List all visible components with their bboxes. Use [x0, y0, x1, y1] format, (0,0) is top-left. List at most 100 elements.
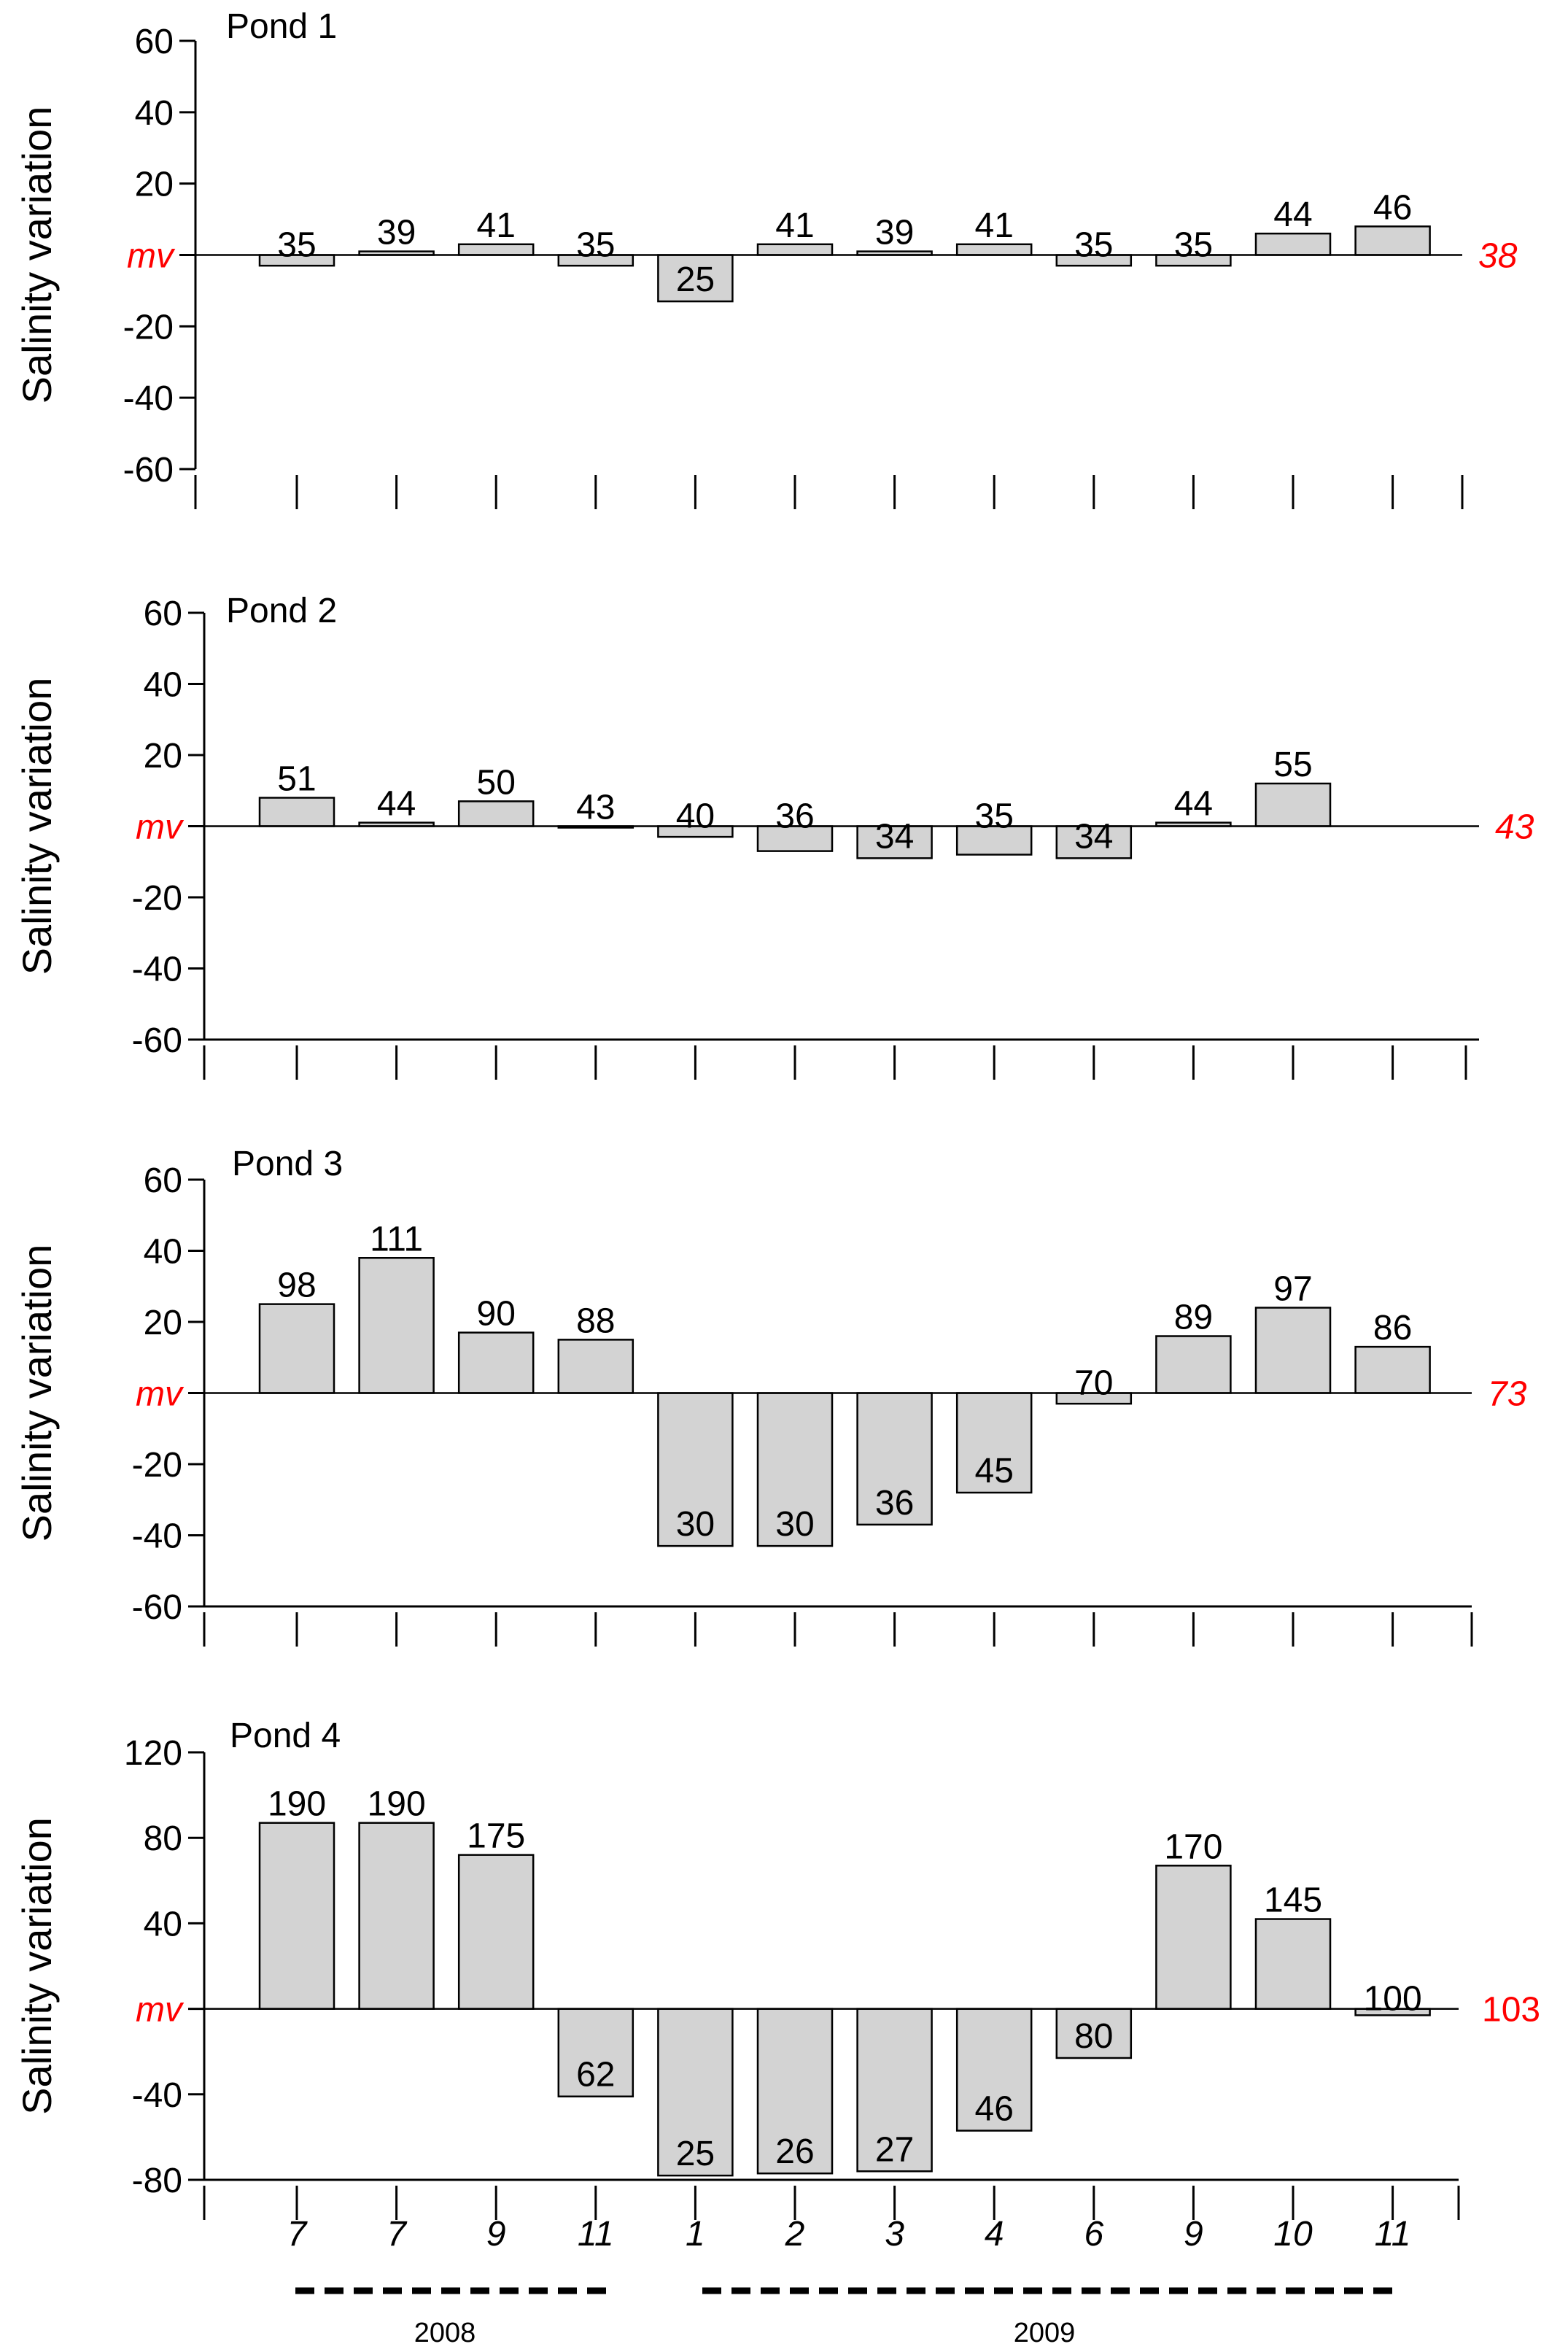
x-tick-label: 9: [1184, 2215, 1203, 2254]
bar-value-label: 170: [1164, 1827, 1222, 1866]
mean-value-label: 43: [1495, 808, 1534, 847]
bar: [1155, 1865, 1232, 2010]
bar-value-label: 39: [377, 214, 416, 252]
y-tick-label: 120: [124, 1734, 182, 1773]
bar: [1254, 782, 1332, 827]
bar: [1155, 1335, 1232, 1394]
bar-value-label: 41: [775, 206, 814, 245]
bar-value-label: 88: [576, 1301, 615, 1340]
x-tick-label: 2: [785, 2215, 805, 2254]
mv-label: mv: [136, 808, 185, 847]
bar: [657, 1392, 734, 1547]
y-tick-label: -20: [123, 308, 174, 347]
y-tick-label: 40: [144, 1905, 182, 1943]
bar: [1354, 1345, 1431, 1394]
bar: [756, 825, 834, 852]
bar-value-label: 35: [1174, 226, 1213, 265]
x-tick-label: 6: [1084, 2215, 1103, 2254]
mean-value-label: 103: [1482, 1991, 1540, 2030]
bar: [756, 243, 834, 256]
mv-label: mv: [127, 237, 176, 276]
bar-value-label: 30: [775, 1505, 814, 1544]
bar-value-label: 36: [775, 797, 814, 836]
bar: [955, 825, 1033, 856]
bar-value-label: 90: [477, 1295, 516, 1334]
bar-value-label: 27: [875, 2130, 914, 2169]
bar-value-label: 62: [576, 2056, 615, 2094]
bar-value-label: 41: [477, 206, 516, 245]
y-axis-title: Salinity variation: [14, 1245, 60, 1542]
bar: [856, 2008, 933, 2173]
panel-pond-2: 60 40 20 mv -20 -40 -60 51 44 50 43 40 36 34 35 34 44 55 4…: [14, 592, 1534, 1080]
bar-value-label: 89: [1174, 1299, 1213, 1337]
month-labels: 7 7 9 11 1 2 3 4 6 9 10 11: [287, 2215, 1411, 2254]
mv-label: mv: [136, 1375, 185, 1414]
y-axis-title: Salinity variation: [14, 1817, 60, 2115]
bar-value-label: 35: [1074, 226, 1113, 265]
bar-value-label: 41: [975, 206, 1014, 245]
bar: [1254, 1918, 1332, 2010]
bar-value-label: 51: [277, 760, 316, 799]
bar-value-label: 35: [975, 797, 1014, 836]
bar: [657, 2008, 734, 2177]
bar-value-label: 55: [1273, 746, 1312, 784]
year-label-2009: 2009: [1014, 2318, 1076, 2348]
year-label-2008: 2008: [414, 2318, 476, 2348]
bar: [557, 2008, 634, 2097]
y-tick-label: 20: [135, 166, 174, 204]
bar: [258, 1822, 335, 2010]
y-tick-label: -60: [132, 1588, 182, 1627]
panel-title: Pond 2: [226, 592, 337, 630]
bar: [557, 1339, 634, 1394]
bar-value-label: 97: [1273, 1270, 1312, 1309]
y-tick-label: -60: [123, 451, 174, 490]
y-tick-label: -40: [123, 379, 174, 418]
bar-value-label: 34: [1074, 817, 1113, 856]
y-tick-label: -60: [132, 1021, 182, 1060]
bar-value-label: 43: [576, 789, 615, 827]
x-tick-label: 7: [387, 2215, 408, 2254]
y-tick-label: 40: [135, 94, 174, 133]
bar: [1254, 1307, 1332, 1394]
y-tick-label: 80: [144, 1819, 182, 1858]
bar-value-label: 50: [477, 763, 516, 802]
bar-value-label: 30: [676, 1505, 715, 1544]
y-tick-label: 20: [144, 737, 182, 775]
panel-title: Pond 1: [226, 7, 337, 46]
y-axis-title: Salinity variation: [14, 678, 60, 975]
bar-value-label: 86: [1373, 1309, 1412, 1347]
x-tick-label: 4: [985, 2215, 1004, 2254]
y-tick-label: 60: [144, 595, 182, 633]
mv-label: mv: [136, 1991, 185, 2030]
bar-value-label: 44: [1273, 196, 1312, 234]
bar-value-label: 98: [277, 1266, 316, 1305]
bar: [258, 1303, 335, 1394]
year-markers: 2008 2009: [295, 2287, 1399, 2348]
y-tick-label: 40: [144, 666, 182, 705]
x-tick-label: 10: [1273, 2215, 1313, 2254]
y-tick-label: 20: [144, 1304, 182, 1342]
bar-value-label: 34: [875, 817, 914, 856]
x-tick-label: 9: [486, 2215, 506, 2254]
y-tick-label: -20: [132, 879, 182, 918]
bar-value-label: 175: [467, 1817, 525, 1856]
x-tick-label: 7: [287, 2215, 308, 2254]
bar-value-label: 80: [1074, 2017, 1113, 2056]
bar-value-label: 35: [576, 226, 615, 265]
bar: [955, 243, 1033, 256]
y-tick-label: -40: [132, 2076, 182, 2115]
bar-value-label: 40: [676, 797, 715, 836]
bar: [1354, 225, 1431, 256]
y-axis-title: Salinity variation: [14, 107, 60, 404]
x-tick-label: 11: [578, 2215, 614, 2254]
panel-pond-3: 60 40 20 mv -20 -40 -60 98 111 90 88 30 30 36 45 70 89 97…: [14, 1145, 1527, 1647]
bar-value-label: 44: [377, 785, 416, 824]
bar-value-label: 44: [1174, 785, 1213, 824]
bar-value-label: 25: [676, 2135, 715, 2173]
bar-value-label: 36: [875, 1484, 914, 1523]
x-tick-label: 1: [686, 2215, 705, 2254]
bar-value-label: 39: [875, 214, 914, 252]
y-tick-label: 60: [144, 1161, 182, 1200]
bar-value-label: 145: [1264, 1881, 1322, 1920]
bar-value-label: 35: [277, 226, 316, 265]
